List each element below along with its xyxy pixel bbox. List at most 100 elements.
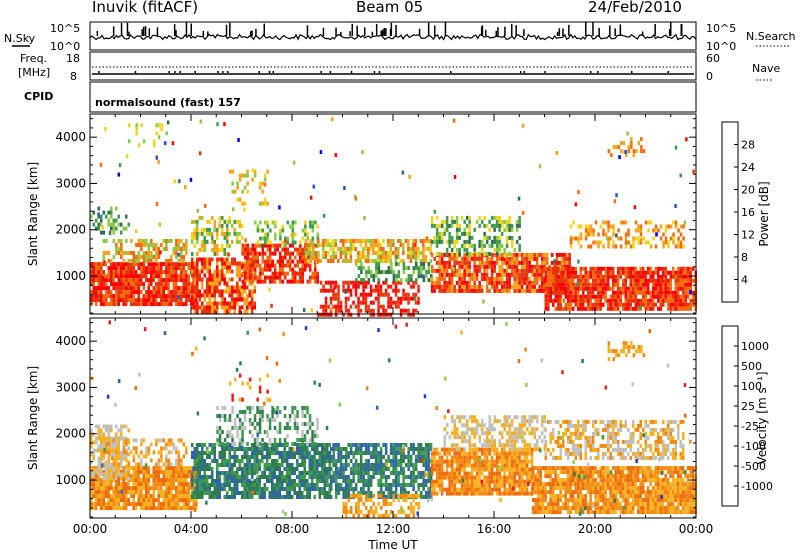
range-time-cell	[261, 259, 264, 264]
range-time-cell	[535, 276, 539, 281]
range-time-cell	[100, 478, 103, 483]
range-time-cell	[347, 312, 350, 317]
range-time-cell	[629, 306, 632, 311]
range-time-cell	[120, 222, 123, 227]
range-time-cell	[669, 286, 672, 291]
range-time-cell	[228, 430, 232, 434]
range-time-cell	[602, 274, 605, 279]
range-time-cell	[589, 270, 592, 275]
range-time-cell	[206, 309, 209, 314]
range-time-cell	[137, 502, 140, 507]
range-time-cell	[587, 286, 590, 291]
range-time-cell	[271, 279, 274, 284]
range-time-cell	[95, 482, 98, 487]
range-time-cell	[180, 466, 183, 471]
range-time-cell	[547, 270, 550, 275]
range-time-cell	[313, 475, 316, 479]
range-time-cell	[617, 294, 620, 299]
range-time-cell	[261, 487, 264, 491]
nsky-spike	[356, 25, 358, 36]
range-time-cell	[311, 224, 315, 229]
range-time-cell	[115, 262, 118, 267]
range-time-cell	[443, 272, 446, 277]
range-time-cell	[326, 475, 329, 479]
range-time-cell	[248, 406, 252, 410]
range-time-cell	[327, 239, 330, 243]
range-time-cell	[607, 282, 610, 287]
range-time-cell	[117, 506, 120, 511]
range-time-cell	[450, 223, 454, 228]
range-time-cell	[420, 270, 423, 275]
range-time-cell	[201, 479, 204, 483]
range-time-cell	[289, 251, 292, 256]
range-time-cell	[112, 218, 115, 223]
range-time-cell	[137, 239, 141, 243]
range-time-cell	[281, 279, 284, 284]
range-time-cell	[120, 286, 123, 291]
range-time-cell	[107, 442, 111, 447]
range-time-cell	[266, 201, 269, 206]
range-time-cell	[587, 270, 590, 275]
range-time-cell	[475, 272, 479, 277]
range-time-cell	[264, 240, 267, 245]
range-time-cell	[599, 298, 602, 303]
range-time-cell	[572, 294, 575, 299]
range-time-cell	[228, 169, 232, 174]
range-time-cell	[480, 272, 484, 277]
range-time-cell	[463, 260, 466, 265]
range-time-cell	[172, 290, 175, 295]
range-time-cell	[547, 294, 550, 299]
range-time-cell	[203, 293, 206, 298]
range-time-cell	[92, 452, 95, 457]
range-time-cell	[560, 260, 564, 265]
range-time-cell	[122, 472, 125, 477]
range-time-cell	[203, 297, 206, 302]
range-time-cell	[334, 280, 338, 285]
range-time-cell	[567, 298, 570, 303]
range-time-cell	[347, 296, 350, 301]
range-time-cell	[617, 266, 620, 271]
range-time-cell	[110, 226, 113, 231]
range-time-cell	[97, 444, 100, 449]
range-time-cell	[299, 271, 302, 276]
range-time-cell	[193, 231, 196, 236]
range-time-cell	[634, 290, 637, 295]
range-time-cell	[157, 255, 161, 259]
nsky-spike	[418, 28, 421, 36]
range-time-cell	[117, 440, 120, 445]
range-time-cell	[303, 479, 306, 483]
range-time-cell	[572, 282, 575, 287]
range-time-cell	[314, 255, 318, 259]
range-time-cell	[231, 289, 234, 294]
range-time-cell	[687, 286, 690, 291]
range-time-cell	[530, 280, 534, 285]
range-time-cell	[637, 302, 640, 307]
range-time-cell	[140, 482, 143, 487]
range-time-cell	[689, 270, 692, 275]
range-time-cell	[185, 290, 188, 295]
range-time-cell	[448, 223, 451, 228]
range-time-cell	[110, 436, 113, 441]
range-time-cell	[105, 486, 108, 491]
range-time-cell	[122, 251, 126, 255]
range-time-cell	[142, 259, 146, 263]
range-time-cell	[182, 278, 185, 283]
range-time-cell	[619, 302, 622, 307]
range-time-cell	[125, 298, 128, 303]
range-time-cell	[253, 471, 256, 475]
range-time-cell	[203, 451, 206, 455]
range-time-cell	[130, 478, 133, 483]
range-time-cell	[301, 455, 304, 459]
range-time-cell	[438, 272, 441, 277]
range-time-cell	[589, 228, 593, 233]
range-time-cell	[485, 264, 489, 269]
range-time-cell	[147, 262, 150, 267]
range-time-cell	[298, 451, 301, 455]
range-time-cell	[233, 285, 236, 290]
range-time-cell	[221, 414, 224, 418]
range-time-cell	[90, 214, 93, 219]
range-time-cell	[544, 278, 547, 283]
range-time-cell	[251, 406, 254, 410]
range-time-cell	[117, 172, 121, 177]
range-time-cell	[145, 506, 148, 511]
